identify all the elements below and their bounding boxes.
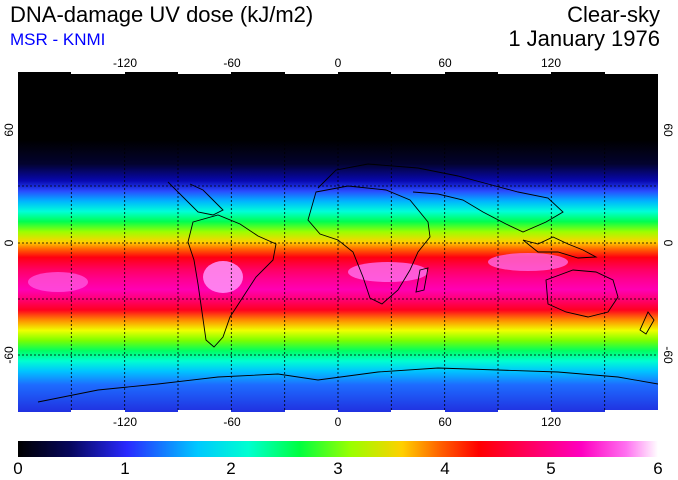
lat-tick-right: 0 [661,239,675,247]
maritime-continent-coast [522,236,598,259]
colorbar-label: 6 [653,459,663,478]
lon-tick-bottom: 120 [540,415,562,429]
lon-tick-bottom: -120 [112,415,138,429]
lon-tick-top: 60 [438,56,452,70]
south-america-coast [187,214,277,348]
colorbar-label: 2 [226,459,236,478]
lon-tick-bottom: 0 [334,415,342,429]
lat-tick-right: 60 [661,123,675,137]
uv-hotspot [488,253,568,271]
sky-condition: Clear-sky [567,2,660,27]
antarctica-coast [37,367,658,403]
colorbar-label: 4 [440,459,450,478]
data-source: MSR - KNMI [10,30,106,49]
title: DNA-damage UV dose (kJ/m2) [10,2,314,27]
uv-hotspot [203,261,243,293]
lat-tick-right: -60 [661,346,675,364]
colorbar-label: 5 [546,459,556,478]
lat-tick-left: 0 [2,239,16,247]
coastlines [37,163,658,403]
lat-tick-left: 60 [2,123,16,137]
north-america-coast [167,181,224,216]
uv-dose-map [18,72,658,412]
new-zealand-coast [639,311,655,335]
border-ticks [71,72,658,412]
colorbar-label: 3 [333,459,343,478]
lon-tick-top: -60 [223,56,241,70]
africa-coast [307,185,431,305]
colorbar [18,441,658,457]
colorbar-label: 0 [13,459,23,478]
australia-coast [545,269,619,318]
colorbar-label: 1 [120,459,130,478]
uv-hotspot [348,262,428,282]
lon-tick-bottom: 60 [438,415,452,429]
map-date: 1 January 1976 [508,26,660,51]
lon-tick-top: 120 [540,56,562,70]
uv-hotspot [28,272,88,292]
lon-tick-top: 0 [334,56,342,70]
madagascar-coast [415,267,429,293]
lon-tick-bottom: -60 [223,415,241,429]
eurasia-coast [317,163,564,233]
lat-tick-left: -60 [2,346,16,364]
lon-tick-top: -120 [112,56,138,70]
gridlines [18,72,658,412]
